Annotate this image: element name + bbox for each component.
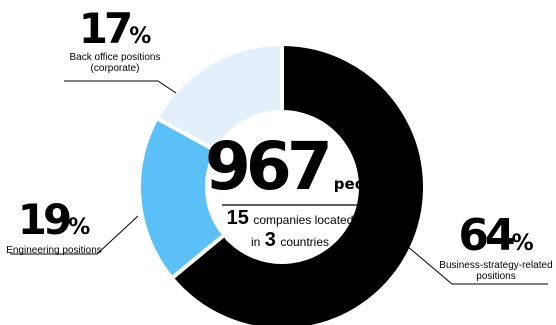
business-value: 64 [458,210,515,261]
label-business: 64% Business-strategy-related positions [436,214,556,283]
people-count: 967 [205,128,333,205]
label-backoffice: 17% Back office positions (corporate) [50,8,180,75]
backoffice-value: 17 [78,4,133,53]
slice-backoffice [153,41,284,154]
backoffice-percent: 17% [50,8,180,50]
companies-count: 15 [226,207,249,229]
countries-count: 3 [264,229,276,251]
engineering-value: 19 [17,195,72,244]
backoffice-line2: (corporate) [90,63,140,74]
center-companies: 15 companies located in 3 countries [205,208,375,250]
companies-text: companies located [253,213,354,227]
business-unit: % [511,231,534,256]
leader-line-backoffice [64,80,177,94]
leader-line-business [406,245,548,285]
center-people: 967 people [205,134,391,200]
business-line1: Business-strategy-related [439,260,553,271]
countries-line: in 3 countries [205,230,375,250]
label-engineering: 19% Engineering positions [2,199,106,257]
slice-engineering [137,115,228,281]
business-line2: positions [476,271,516,282]
engineering-percent: 19% [2,199,106,241]
leader-line-engineering [10,215,139,255]
in-text: in [250,235,261,249]
engineering-line1: Engineering positions [6,245,102,256]
companies-line: 15 companies located [205,208,375,228]
slice-business [168,41,427,325]
engineering-unit: % [68,215,91,240]
business-percent: 64% [436,214,556,258]
people-unit: people [333,175,392,193]
countries-text: countries [280,235,330,249]
backoffice-unit: % [129,24,152,49]
backoffice-line1: Back office positions [69,52,161,63]
